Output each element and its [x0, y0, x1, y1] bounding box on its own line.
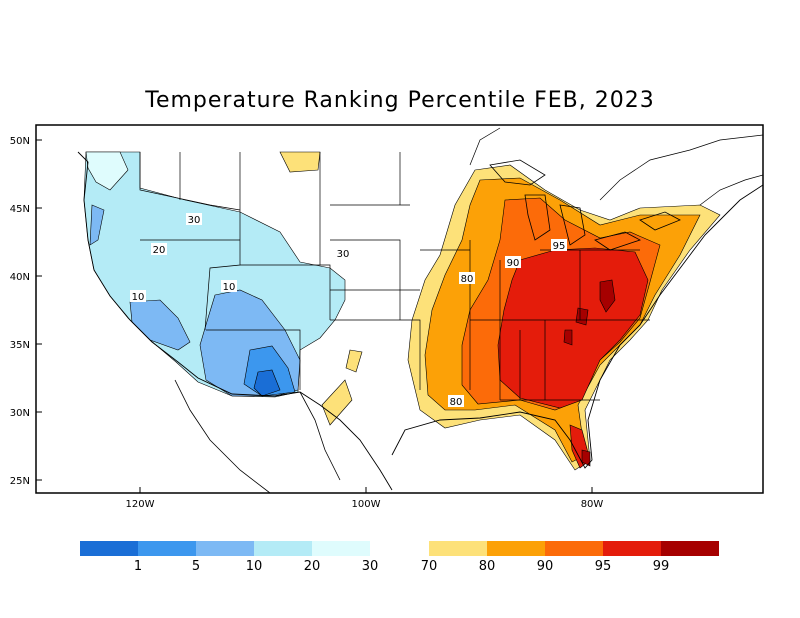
contour-label: 80: [450, 397, 463, 408]
lat-label-25n: 25N: [10, 476, 30, 487]
legend: 1 5 10 20 30 70 80 90 95 99: [80, 541, 719, 574]
contour-label: 10: [132, 292, 145, 303]
lat-label-50n: 50N: [10, 136, 30, 147]
legend-label: 99: [653, 559, 670, 574]
lon-label-120w: 120W: [126, 499, 155, 510]
contour-label: 90: [507, 258, 520, 269]
legend-label: 80: [479, 559, 496, 574]
legend-swatch: [80, 541, 138, 556]
legend-swatch: [487, 541, 545, 556]
contour-label: 10: [223, 282, 236, 293]
region-70-percentile-ne: [279, 151, 321, 173]
contour-labels: 30 20 10 10 30 80 90 95 80: [130, 213, 567, 408]
legend-label: 95: [595, 559, 612, 574]
region-1-percentile: [253, 369, 281, 397]
great-lakes: [489, 159, 681, 251]
lat-axis: [36, 139, 42, 481]
region-30-percentile-north: [85, 151, 129, 191]
legend-swatch: [545, 541, 603, 556]
region-10-percentile-nw: [89, 204, 105, 246]
lon-axis: [139, 487, 593, 493]
lat-label-35n: 35N: [10, 340, 30, 351]
contour-label: 95: [553, 241, 566, 252]
map-title: Temperature Ranking Percentile FEB, 2023: [145, 88, 655, 113]
us-outline: [77, 151, 763, 491]
lon-label-100w: 100W: [352, 499, 381, 510]
legend-swatch: [312, 541, 370, 556]
contour-label: 80: [461, 274, 474, 285]
legend-label: 90: [537, 559, 554, 574]
legend-swatch: [254, 541, 312, 556]
region-95-percentile: [497, 247, 649, 409]
lon-label-80w: 80W: [581, 499, 604, 510]
state-boundaries: [139, 152, 650, 401]
mexico-outline: [174, 379, 341, 493]
legend-label: 1: [134, 559, 142, 574]
legend-label: 20: [304, 559, 321, 574]
canada-lines: [469, 127, 763, 206]
legend-swatch: [661, 541, 719, 556]
legend-label: 5: [192, 559, 200, 574]
lat-label-45n: 45N: [10, 204, 30, 215]
map-frame: [35, 124, 764, 494]
contour-label: 30: [188, 215, 201, 226]
lat-label-30n: 30N: [10, 408, 30, 419]
region-99-percentile: [563, 279, 616, 467]
legend-label: 30: [362, 559, 379, 574]
legend-label: 70: [421, 559, 438, 574]
legend-swatch: [429, 541, 487, 556]
legend-swatch: [196, 541, 254, 556]
legend-label: 10: [246, 559, 263, 574]
lat-label-40n: 40N: [10, 272, 30, 283]
map-area: [77, 127, 763, 493]
region-70-percentile-tx: [321, 349, 363, 426]
legend-swatch: [138, 541, 196, 556]
contour-label: 30: [337, 249, 350, 260]
contour-label: 20: [153, 245, 166, 256]
legend-swatch: [603, 541, 661, 556]
